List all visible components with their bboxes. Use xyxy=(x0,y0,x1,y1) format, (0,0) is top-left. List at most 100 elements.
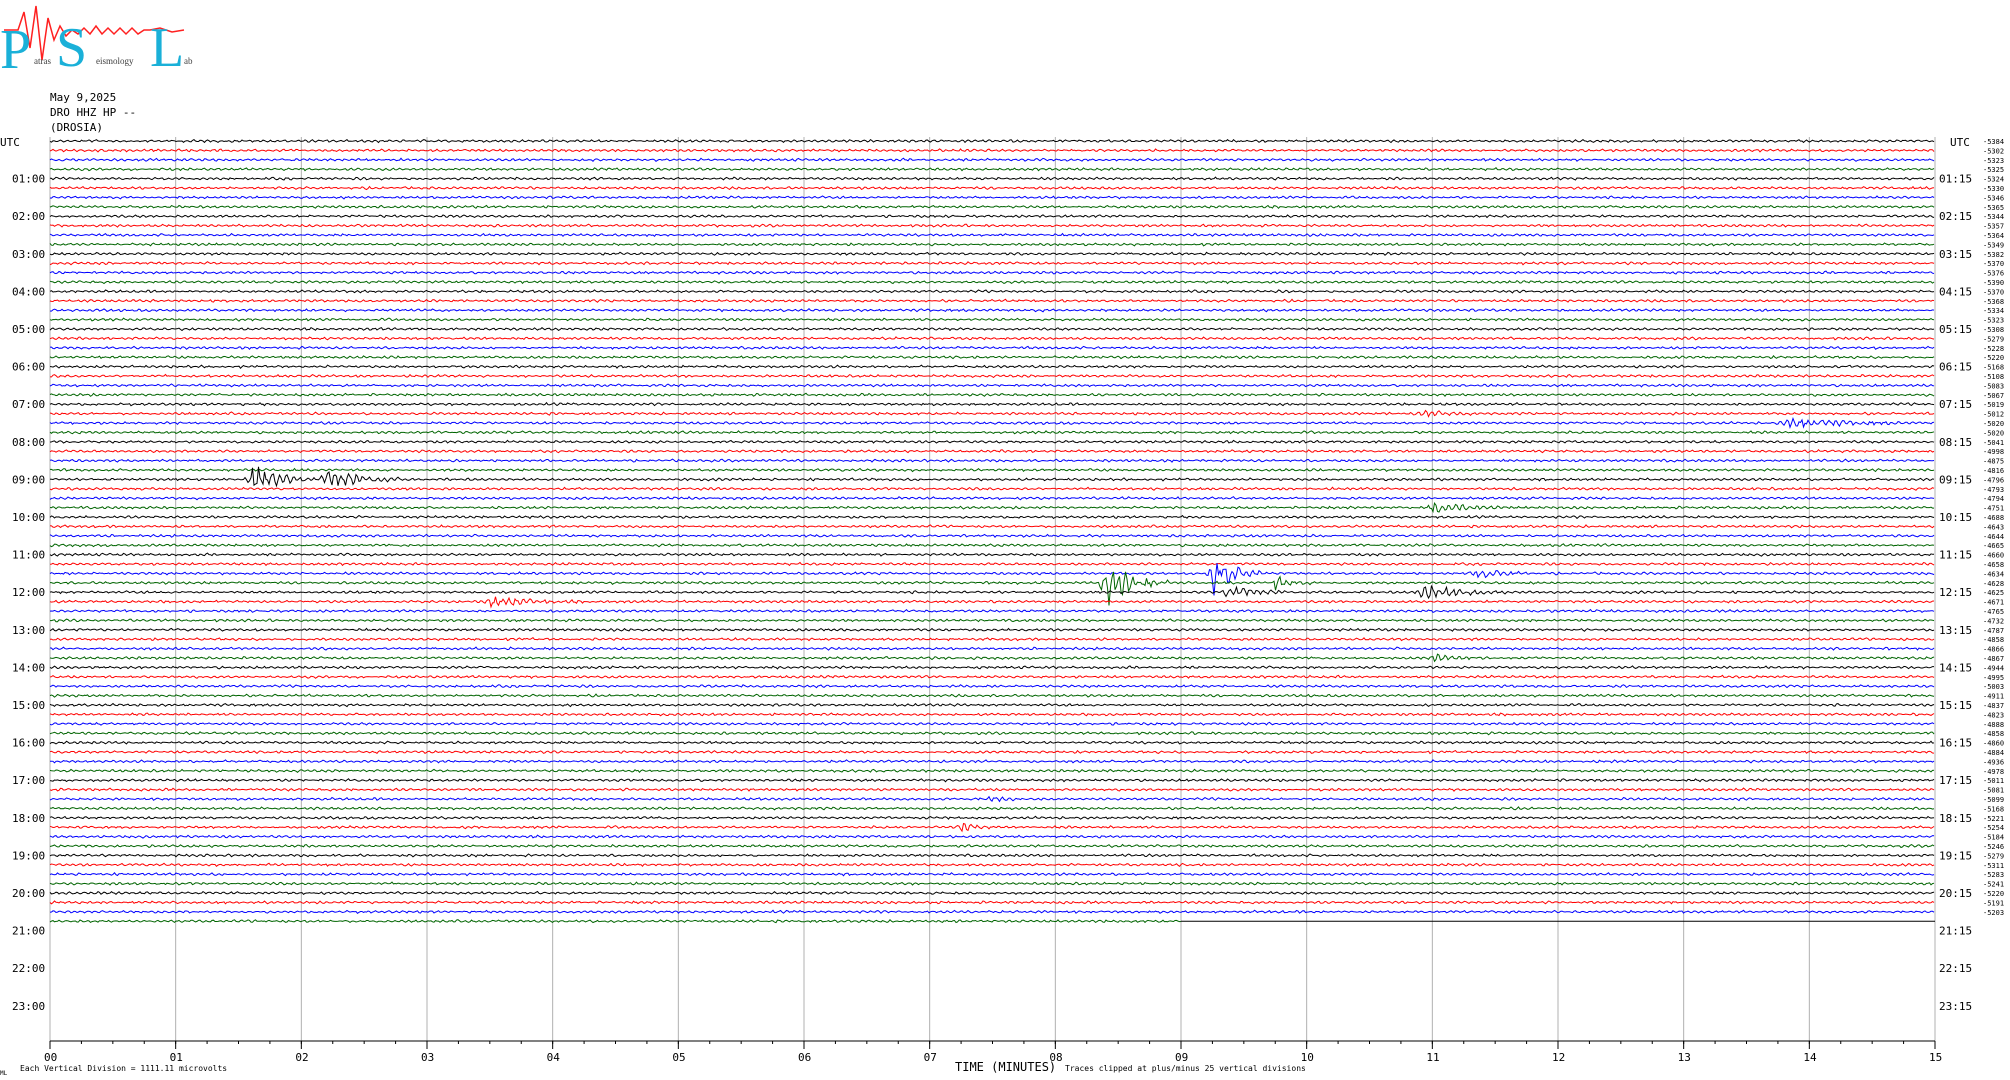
left-hour-label: 07:00 xyxy=(12,398,45,411)
seismic-trace xyxy=(49,223,1935,228)
trace-offset-label: -5254 xyxy=(1983,824,2004,832)
seismic-trace xyxy=(49,749,1935,755)
grid-lines xyxy=(49,137,1936,1049)
trace-offset-label: -4793 xyxy=(1983,486,2004,494)
seismic-trace xyxy=(49,448,1935,454)
right-hour-label: 14:15 xyxy=(1939,661,1972,674)
seismic-trace xyxy=(49,627,1935,632)
left-hour-label: 02:00 xyxy=(12,210,45,223)
trace-offset-label: -5220 xyxy=(1983,890,2004,898)
right-hour-label: 22:15 xyxy=(1939,962,1972,975)
right-hour-label: 05:15 xyxy=(1939,323,1972,336)
x-tick-label: 09 xyxy=(1175,1051,1188,1064)
trace-offset-label: -4837 xyxy=(1983,702,2004,710)
right-hour-label: 10:15 xyxy=(1939,511,1972,524)
trace-offset-label: -5346 xyxy=(1983,194,2004,202)
seismic-trace xyxy=(49,853,1935,858)
trace-offset-label: -4911 xyxy=(1983,693,2004,701)
seismic-trace xyxy=(49,585,1935,600)
trace-offset-label: -4634 xyxy=(1983,570,2004,578)
seismic-trace xyxy=(49,909,1935,914)
trace-offset-label: -5067 xyxy=(1983,392,2004,400)
seismic-trace xyxy=(49,542,1935,548)
x-tick-label: 14 xyxy=(1803,1051,1817,1064)
seismic-trace xyxy=(49,806,1935,811)
left-hour-label: 12:00 xyxy=(12,586,45,599)
trace-offset-label: -5020 xyxy=(1983,420,2004,428)
trace-offset-label: -5311 xyxy=(1983,862,2004,870)
seismic-trace xyxy=(49,712,1935,717)
left-hour-label: 21:00 xyxy=(12,925,45,938)
trace-offset-label: -5279 xyxy=(1983,852,2004,860)
right-hour-label: 08:15 xyxy=(1939,436,1972,449)
seismic-trace xyxy=(49,204,1935,210)
right-hour-label: 17:15 xyxy=(1939,774,1972,787)
trace-offset-label: -5334 xyxy=(1983,307,2004,315)
trace-offset-label: -5168 xyxy=(1983,364,2004,372)
trace-offset-label: -5323 xyxy=(1983,317,2004,325)
channel-label: DRO HHZ HP -- xyxy=(50,106,137,119)
psl-logo-graphic: P S L atras eismology ab xyxy=(0,5,193,81)
seismic-trace xyxy=(49,416,1935,429)
x-tick-label: 07 xyxy=(924,1051,937,1064)
trace-offset-label: -4751 xyxy=(1983,505,2004,513)
trace-offset-label: -4816 xyxy=(1983,467,2004,475)
seismic-trace xyxy=(49,918,1182,924)
trace-offset-label: -4884 xyxy=(1983,749,2004,757)
seismic-trace xyxy=(49,214,1935,219)
seismic-trace xyxy=(49,608,1935,614)
x-tick-label: 15 xyxy=(1929,1051,1942,1064)
x-tick-label: 08 xyxy=(1049,1051,1062,1064)
trace-offset-label: -4858 xyxy=(1983,636,2004,644)
seismic-trace xyxy=(49,138,1935,144)
right-hour-label: 21:15 xyxy=(1939,925,1972,938)
left-hour-label: 03:00 xyxy=(12,248,45,261)
left-hour-label: 22:00 xyxy=(12,962,45,975)
trace-offset-label: -5083 xyxy=(1983,382,2004,390)
left-hour-label: 14:00 xyxy=(12,661,45,674)
seismic-trace xyxy=(49,364,1935,369)
right-hour-label: 06:15 xyxy=(1939,361,1972,374)
seismic-trace xyxy=(49,251,1935,256)
trace-offset-label: -5108 xyxy=(1983,373,2004,381)
seismic-trace xyxy=(49,563,1935,596)
left-hour-label: 16:00 xyxy=(12,737,45,750)
trace-offset-label: -4732 xyxy=(1983,617,2004,625)
left-hour-label: 20:00 xyxy=(12,887,45,900)
left-hour-label: 11:00 xyxy=(12,549,45,562)
seismic-trace xyxy=(49,768,1935,774)
seismic-trace xyxy=(49,242,1935,247)
trace-offset-label: -5330 xyxy=(1983,185,2004,193)
seismic-trace xyxy=(50,373,1935,379)
left-hour-label: 05:00 xyxy=(12,323,45,336)
x-tick-label: 04 xyxy=(547,1051,561,1064)
seismic-trace xyxy=(49,486,1935,491)
seismic-trace xyxy=(49,862,1935,867)
logo-wave xyxy=(4,5,185,61)
trace-offset-label: -4671 xyxy=(1983,599,2004,607)
x-axis-title: TIME (MINUTES) xyxy=(955,1060,1056,1074)
right-hour-label: 15:15 xyxy=(1939,699,1972,712)
seismic-trace xyxy=(49,674,1935,680)
trace-offset-label: -5279 xyxy=(1983,335,2004,343)
x-tick-label: 00 xyxy=(44,1051,57,1064)
seismic-trace xyxy=(49,409,1935,418)
trace-offset-label: -4866 xyxy=(1983,646,2004,654)
seismic-trace xyxy=(49,740,1935,745)
seismic-trace xyxy=(49,458,1935,463)
right-hour-label: 23:15 xyxy=(1939,1000,1972,1013)
logo-subtext-2: eismology xyxy=(96,56,134,66)
seismic-trace xyxy=(49,401,1935,407)
trace-offset-label: -4936 xyxy=(1983,758,2004,766)
seismic-trace xyxy=(49,822,1935,833)
x-tick-label: 13 xyxy=(1678,1051,1691,1064)
trace-offset-label: -5081 xyxy=(1983,787,2004,795)
left-hour-label: 08:00 xyxy=(12,436,45,449)
left-hour-label: 01:00 xyxy=(12,173,45,186)
right-hour-label: 09:15 xyxy=(1939,473,1972,486)
trace-offset-label: -5390 xyxy=(1983,279,2004,287)
trace-offset-label: -4867 xyxy=(1983,655,2004,663)
trace-offset-label: -4823 xyxy=(1983,711,2004,719)
seismic-trace xyxy=(49,890,1935,896)
left-hour-label: 10:00 xyxy=(12,511,45,524)
